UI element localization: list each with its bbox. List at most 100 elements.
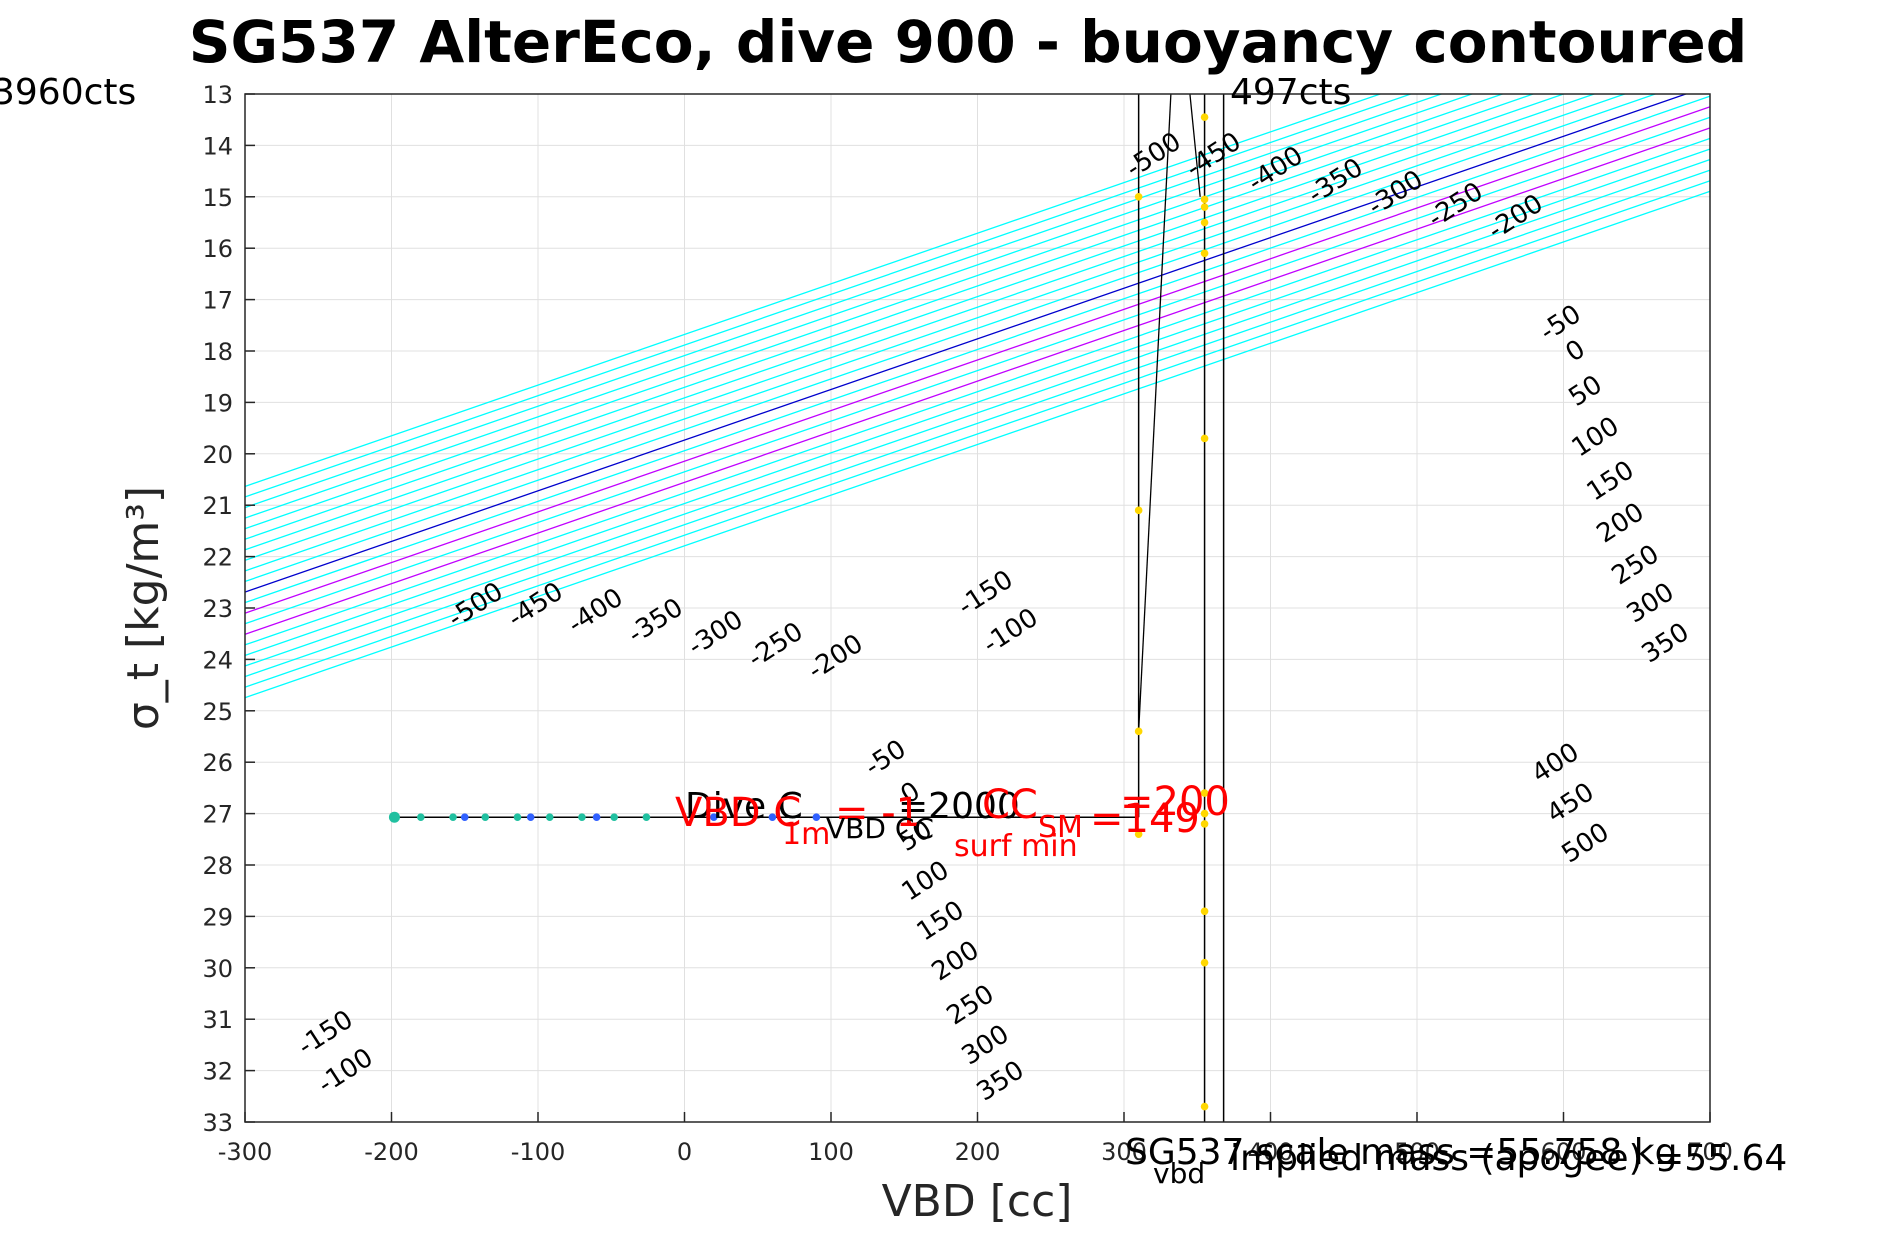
contour-line-400	[245, 169, 1710, 678]
scale-mass-label: SG537 scale mass =55.758 kg	[1125, 1132, 1677, 1173]
implied-mass-label: implied mass (apogee) =55.64	[1230, 1138, 1787, 1179]
y-tick-label: 14	[202, 132, 233, 160]
vbd-c-red-label: VBD C	[675, 790, 801, 836]
buoyancy-contours	[245, 94, 1710, 699]
cc-surf-label: CC	[982, 782, 1038, 828]
y-tick-label: 29	[202, 903, 233, 931]
vbd-trace-line	[1138, 94, 1172, 732]
x-tick-label: 600	[1541, 1138, 1587, 1166]
vbd-c-red-value: = -1	[835, 790, 921, 836]
y-tick-label: 33	[202, 1109, 233, 1137]
data-point	[460, 813, 469, 821]
x-axis-ticks: -300 -200 -100 0 100 200 300 400 500 600 700	[218, 1112, 1733, 1166]
data-point	[1200, 1102, 1209, 1111]
cc-surf-value: =200	[1120, 779, 1230, 825]
y-tick-label: 28	[202, 852, 233, 880]
contour-line-500	[245, 190, 1710, 699]
data-point	[1200, 434, 1209, 443]
dive-c-value: =2000	[898, 786, 1020, 827]
red-1m-label: 1m	[782, 817, 830, 852]
data-points	[388, 113, 1209, 1111]
data-point	[1200, 958, 1209, 967]
data-point	[513, 813, 522, 821]
dive-c-label: Dive C	[685, 786, 803, 827]
vbd-cc-black-label: VBD CC	[826, 812, 934, 845]
y-tick-label: 18	[202, 338, 233, 366]
y-tick-label: 24	[202, 646, 233, 674]
data-point	[481, 813, 490, 821]
contour-line--50	[245, 94, 1658, 583]
y-tick-label: 23	[202, 595, 233, 623]
y-tick-label: 13	[202, 81, 233, 109]
data-point	[1200, 195, 1209, 204]
contour-line-350	[245, 158, 1710, 667]
data-point	[449, 813, 457, 821]
x-axis-label: VBD [cc]	[882, 1176, 1073, 1227]
contour-line-0	[245, 94, 1688, 593]
data-point	[592, 813, 601, 821]
y-tick-label: 19	[202, 389, 233, 417]
y-tick-label: 32	[202, 1058, 233, 1086]
contour-line-50	[245, 95, 1710, 604]
x-tick-label: 100	[808, 1138, 854, 1166]
sm-label: SM	[1038, 810, 1083, 845]
y-axis-ticks: 13 14 15 16 17 18 19 20 21 22 23 24 25 26 27 28 29 30 31 32…	[202, 81, 255, 1137]
data-point	[1134, 506, 1143, 515]
data-point	[388, 811, 400, 823]
x-tick-label: -200	[364, 1138, 418, 1166]
contour-line--150	[245, 94, 1597, 562]
data-point	[1134, 727, 1143, 736]
y-tick-label: 30	[202, 955, 233, 983]
y-tick-label: 22	[202, 544, 233, 572]
contour-line-250	[245, 137, 1710, 646]
y-tick-label: 15	[202, 184, 233, 212]
right-counts-label: 497cts	[1230, 72, 1351, 113]
y-tick-label: 16	[202, 235, 233, 263]
data-point	[812, 813, 821, 821]
data-point	[526, 813, 535, 821]
x-tick-label: -100	[511, 1138, 565, 1166]
data-point	[1134, 830, 1143, 838]
data-point	[1200, 203, 1209, 211]
data-point	[610, 813, 618, 821]
data-point	[1134, 193, 1143, 201]
y-axis-label: σ_t [kg/m³]	[118, 486, 169, 730]
data-point	[1200, 113, 1209, 121]
data-point	[578, 813, 586, 821]
contour-line-300	[245, 148, 1710, 657]
left-counts-label: 3960cts	[0, 72, 136, 113]
contour-line--350	[245, 94, 1474, 519]
data-point	[417, 813, 425, 821]
data-point	[642, 813, 651, 821]
contour-line--200	[245, 94, 1566, 551]
y-tick-label: 20	[202, 441, 233, 469]
x-tick-label: 700	[1687, 1138, 1733, 1166]
contour-line-200	[245, 127, 1710, 635]
x-tick-label: 300	[1101, 1138, 1147, 1166]
data-point	[1200, 907, 1209, 916]
y-tick-label: 26	[202, 749, 233, 777]
contour-line--450	[245, 94, 1413, 498]
y-tick-label: 17	[202, 287, 233, 315]
data-point	[710, 813, 718, 821]
vbd-trace-line-2	[1189, 94, 1201, 197]
x-tick-label: 0	[677, 1138, 692, 1166]
contour-line-150	[245, 116, 1710, 625]
data-point	[1200, 249, 1209, 258]
data-point	[1200, 820, 1209, 828]
data-point	[768, 813, 777, 821]
y-tick-label: 21	[202, 492, 233, 520]
vbd-lines	[394, 94, 1225, 1122]
x-tick-label: -300	[218, 1138, 272, 1166]
chart-title: SG537 AlterEco, dive 900 - buoyancy cont…	[189, 8, 1748, 76]
data-point	[545, 813, 554, 821]
contour-line-450	[245, 180, 1710, 688]
data-point	[1200, 218, 1209, 227]
y-tick-label: 27	[202, 801, 233, 829]
vbd-subscript-label: vbd	[1153, 1157, 1205, 1190]
data-point	[1200, 809, 1209, 818]
contour-line-100	[245, 106, 1710, 614]
x-tick-label: 500	[1394, 1138, 1440, 1166]
contour-line--300	[245, 94, 1505, 530]
